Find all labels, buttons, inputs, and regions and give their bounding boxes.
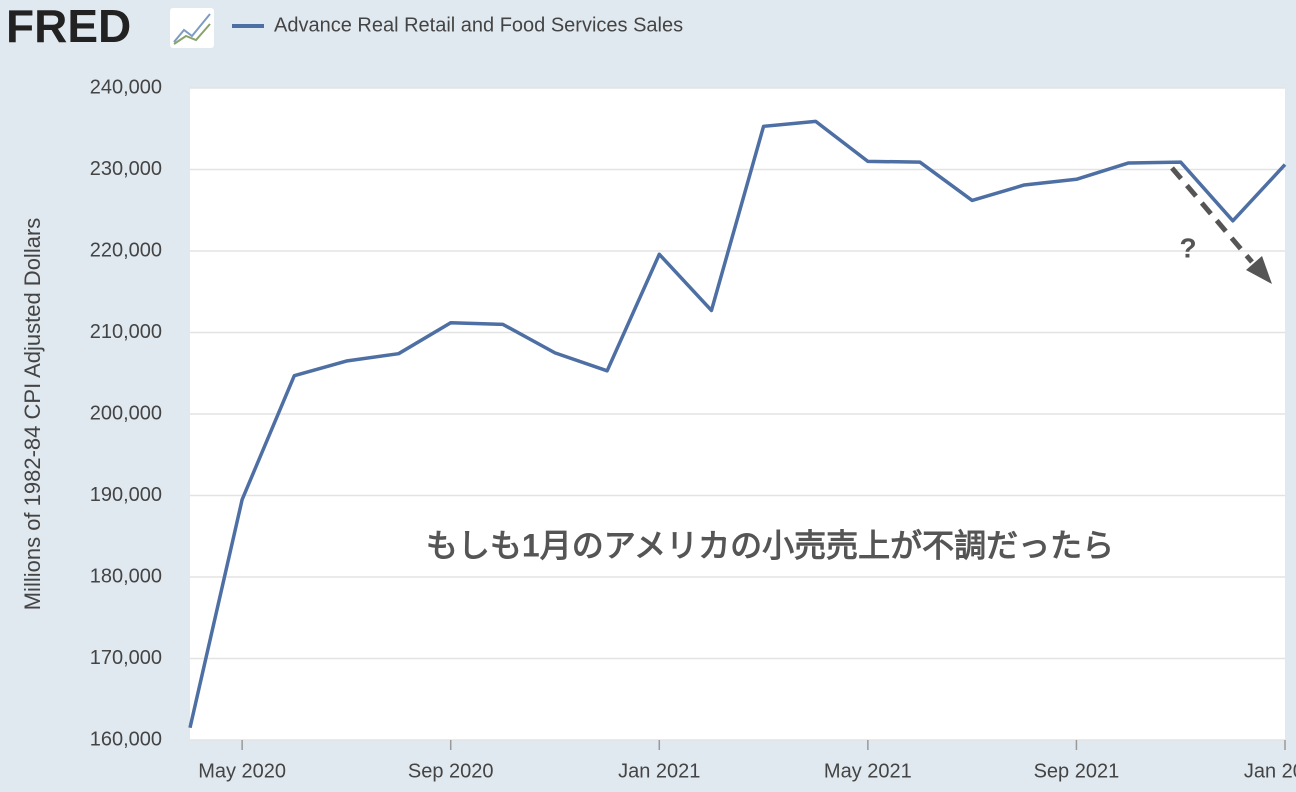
y-tick-label: 180,000 [90,565,162,587]
logo-icon [170,8,214,48]
x-tick-label: Jan 2022 [1244,760,1296,782]
y-tick-label: 210,000 [90,321,162,343]
x-tick-label: May 2021 [824,760,912,782]
annotation: もしも1月のアメリカの小売売上が不調だったら [426,527,1114,563]
y-axis-title: Millions of 1982-84 CPI Adjusted Dollars [20,218,45,611]
y-tick-label: 190,000 [90,484,162,506]
y-tick-label: 240,000 [90,76,162,98]
logo: FRED [6,0,131,52]
y-tick-label: 230,000 [90,158,162,180]
legend-label: Advance Real Retail and Food Services Sa… [274,14,683,36]
y-tick-label: 220,000 [90,239,162,261]
dashed-arrow [1170,166,1254,264]
y-tick-label: 160,000 [90,728,162,750]
x-tick-label: Sep 2021 [1034,760,1120,782]
line-series [188,119,1287,729]
question-mark: ? [1179,232,1196,263]
y-tick-label: 170,000 [90,647,162,669]
x-tick-label: Sep 2020 [408,760,494,782]
x-tick-label: Jan 2021 [618,760,700,782]
y-tick-label: 200,000 [90,402,162,424]
arrow-head [1246,256,1272,284]
x-tick-label: May 2020 [198,760,286,782]
